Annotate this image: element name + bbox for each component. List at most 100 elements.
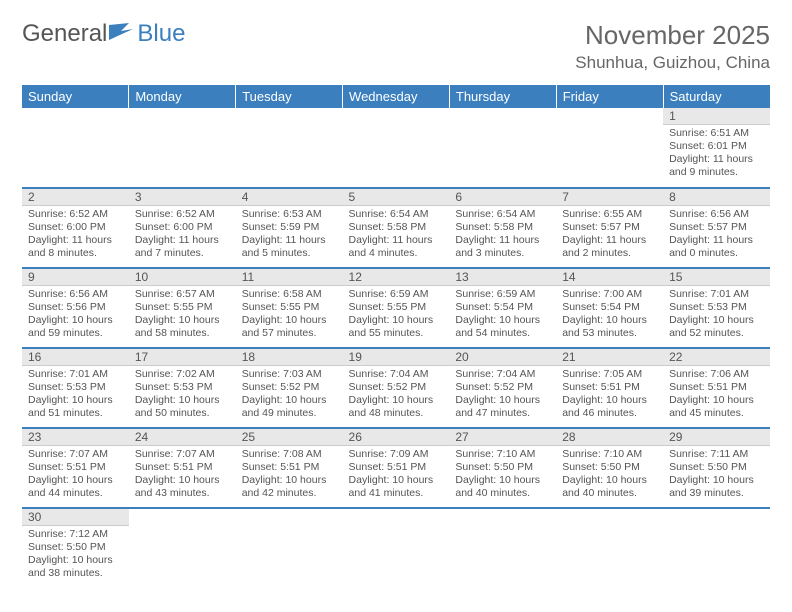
day-details: Sunrise: 6:59 AMSunset: 5:55 PMDaylight:…: [343, 286, 450, 345]
day-details: Sunrise: 6:56 AMSunset: 5:57 PMDaylight:…: [663, 206, 770, 265]
sunset-text: Sunset: 5:51 PM: [135, 461, 230, 474]
day-number: 12: [343, 269, 450, 286]
calendar-cell: [556, 108, 663, 188]
sunset-text: Sunset: 5:50 PM: [28, 541, 123, 554]
day-details: Sunrise: 6:56 AMSunset: 5:56 PMDaylight:…: [22, 286, 129, 345]
sunrise-text: Sunrise: 6:57 AM: [135, 288, 230, 301]
calendar-cell: [663, 508, 770, 588]
daylight-text: Daylight: 10 hours and 55 minutes.: [349, 314, 444, 340]
sunrise-text: Sunrise: 7:09 AM: [349, 448, 444, 461]
calendar-cell: 3Sunrise: 6:52 AMSunset: 6:00 PMDaylight…: [129, 188, 236, 268]
day-number: 11: [236, 269, 343, 286]
daylight-text: Daylight: 11 hours and 4 minutes.: [349, 234, 444, 260]
location-subtitle: Shunhua, Guizhou, China: [575, 53, 770, 73]
month-title: November 2025: [575, 20, 770, 51]
sunrise-text: Sunrise: 7:08 AM: [242, 448, 337, 461]
col-saturday: Saturday: [663, 85, 770, 108]
sunrise-text: Sunrise: 6:55 AM: [562, 208, 657, 221]
calendar-cell: 25Sunrise: 7:08 AMSunset: 5:51 PMDayligh…: [236, 428, 343, 508]
calendar-cell: 23Sunrise: 7:07 AMSunset: 5:51 PMDayligh…: [22, 428, 129, 508]
daylight-text: Daylight: 11 hours and 2 minutes.: [562, 234, 657, 260]
calendar-cell: 17Sunrise: 7:02 AMSunset: 5:53 PMDayligh…: [129, 348, 236, 428]
sunset-text: Sunset: 6:01 PM: [669, 140, 764, 153]
calendar-cell: [556, 508, 663, 588]
day-details: Sunrise: 7:09 AMSunset: 5:51 PMDaylight:…: [343, 446, 450, 505]
sunset-text: Sunset: 5:55 PM: [135, 301, 230, 314]
day-details: Sunrise: 7:03 AMSunset: 5:52 PMDaylight:…: [236, 366, 343, 425]
day-number: 7: [556, 189, 663, 206]
day-number: 6: [449, 189, 556, 206]
calendar-cell: [22, 108, 129, 188]
day-number: 4: [236, 189, 343, 206]
calendar-cell: 22Sunrise: 7:06 AMSunset: 5:51 PMDayligh…: [663, 348, 770, 428]
brand-part1: General: [22, 20, 107, 48]
daylight-text: Daylight: 10 hours and 46 minutes.: [562, 394, 657, 420]
sunset-text: Sunset: 5:55 PM: [349, 301, 444, 314]
daylight-text: Daylight: 10 hours and 38 minutes.: [28, 554, 123, 580]
day-number: 25: [236, 429, 343, 446]
calendar-cell: 4Sunrise: 6:53 AMSunset: 5:59 PMDaylight…: [236, 188, 343, 268]
day-details: Sunrise: 7:01 AMSunset: 5:53 PMDaylight:…: [22, 366, 129, 425]
day-number: 22: [663, 349, 770, 366]
calendar-cell: 29 Sunrise: 7:11 AMSunset: 5:50 PMDayligh…: [663, 428, 770, 508]
daylight-text: Daylight: 10 hours and 50 minutes.: [135, 394, 230, 420]
day-details: Sunrise: 6:51 AMSunset: 6:01 PMDaylight:…: [663, 125, 770, 184]
sunset-text: Sunset: 5:58 PM: [455, 221, 550, 234]
sunrise-text: Sunrise: 7:04 AM: [455, 368, 550, 381]
day-details: Sunrise: 6:52 AMSunset: 6:00 PMDaylight:…: [129, 206, 236, 265]
sunrise-text: Sunrise: 6:52 AM: [28, 208, 123, 221]
calendar-cell: 30Sunrise: 7:12 AMSunset: 5:50 PMDayligh…: [22, 508, 129, 588]
daylight-text: Daylight: 10 hours and 57 minutes.: [242, 314, 337, 340]
sunrise-text: Sunrise: 6:51 AM: [669, 127, 764, 140]
sunrise-text: Sunrise: 7:01 AM: [669, 288, 764, 301]
sunset-text: Sunset: 5:52 PM: [242, 381, 337, 394]
day-number: 14: [556, 269, 663, 286]
sunrise-text: Sunrise: 7:03 AM: [242, 368, 337, 381]
sunrise-text: Sunrise: 6:54 AM: [349, 208, 444, 221]
day-number: 15: [663, 269, 770, 286]
daylight-text: Daylight: 11 hours and 3 minutes.: [455, 234, 550, 260]
daylight-text: Daylight: 11 hours and 8 minutes.: [28, 234, 123, 260]
sunrise-text: Sunrise: 7:02 AM: [135, 368, 230, 381]
sunset-text: Sunset: 5:53 PM: [669, 301, 764, 314]
day-number: 23: [22, 429, 129, 446]
day-number: 8: [663, 189, 770, 206]
calendar-cell: 14Sunrise: 7:00 AMSunset: 5:54 PMDayligh…: [556, 268, 663, 348]
sunset-text: Sunset: 5:51 PM: [349, 461, 444, 474]
brand-part2: Blue: [137, 20, 185, 48]
sunrise-text: Sunrise: 7:10 AM: [562, 448, 657, 461]
daylight-text: Daylight: 11 hours and 7 minutes.: [135, 234, 230, 260]
sunset-text: Sunset: 5:52 PM: [455, 381, 550, 394]
sunrise-text: Sunrise: 7:07 AM: [135, 448, 230, 461]
sunrise-text: Sunrise: 7:11 AM: [669, 448, 764, 461]
calendar-cell: 6Sunrise: 6:54 AMSunset: 5:58 PMDaylight…: [449, 188, 556, 268]
sunset-text: Sunset: 5:58 PM: [349, 221, 444, 234]
col-thursday: Thursday: [449, 85, 556, 108]
calendar-cell: 7Sunrise: 6:55 AMSunset: 5:57 PMDaylight…: [556, 188, 663, 268]
day-details: Sunrise: 7:06 AMSunset: 5:51 PMDaylight:…: [663, 366, 770, 425]
col-friday: Friday: [556, 85, 663, 108]
calendar-cell: 13Sunrise: 6:59 AMSunset: 5:54 PMDayligh…: [449, 268, 556, 348]
day-number: 29: [663, 429, 770, 446]
calendar-row: 16Sunrise: 7:01 AMSunset: 5:53 PMDayligh…: [22, 348, 770, 428]
day-details: Sunrise: 7:05 AMSunset: 5:51 PMDaylight:…: [556, 366, 663, 425]
day-details: Sunrise: 6:54 AMSunset: 5:58 PMDaylight:…: [343, 206, 450, 265]
calendar-cell: [129, 508, 236, 588]
calendar-cell: 10Sunrise: 6:57 AMSunset: 5:55 PMDayligh…: [129, 268, 236, 348]
daylight-text: Daylight: 10 hours and 59 minutes.: [28, 314, 123, 340]
sunset-text: Sunset: 5:53 PM: [28, 381, 123, 394]
sunset-text: Sunset: 5:51 PM: [28, 461, 123, 474]
sunset-text: Sunset: 5:52 PM: [349, 381, 444, 394]
sunset-text: Sunset: 5:50 PM: [669, 461, 764, 474]
day-details: Sunrise: 7:08 AMSunset: 5:51 PMDaylight:…: [236, 446, 343, 505]
sunrise-text: Sunrise: 6:59 AM: [455, 288, 550, 301]
sunset-text: Sunset: 5:54 PM: [562, 301, 657, 314]
day-number: 1: [663, 108, 770, 125]
day-details: Sunrise: 6:54 AMSunset: 5:58 PMDaylight:…: [449, 206, 556, 265]
sunset-text: Sunset: 5:53 PM: [135, 381, 230, 394]
daylight-text: Daylight: 10 hours and 58 minutes.: [135, 314, 230, 340]
daylight-text: Daylight: 10 hours and 54 minutes.: [455, 314, 550, 340]
calendar-row: 1Sunrise: 6:51 AMSunset: 6:01 PMDaylight…: [22, 108, 770, 188]
daylight-text: Daylight: 10 hours and 39 minutes.: [669, 474, 764, 500]
calendar-cell: [129, 108, 236, 188]
